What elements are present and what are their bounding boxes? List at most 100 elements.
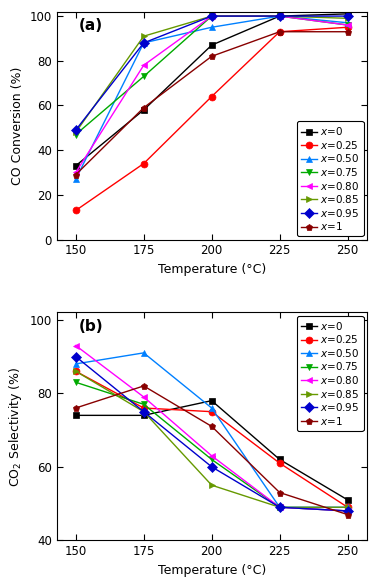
x=0.50 [209,24,214,31]
x=0.25 [141,404,146,411]
x=0 [141,106,146,113]
x=0 [141,412,146,419]
x=0.95 [209,13,214,20]
x=0.25 [345,504,350,511]
x=0.80 [209,13,214,20]
x=0.85 [73,129,78,136]
x=0.80 [73,169,78,176]
x=0.25 [73,368,78,375]
x=0.75 [277,504,282,511]
x=0.75 [141,401,146,408]
Line: x=0: x=0 [72,397,351,503]
x=0.80 [141,393,146,400]
Legend: $x$=0, $x$=0.25, $x$=0.50, $x$=0.75, $x$=0.80, $x$=0.85, $x$=0.95, $x$=1: $x$=0, $x$=0.25, $x$=0.50, $x$=0.75, $x$… [297,315,364,431]
x=0.85 [73,368,78,375]
x=0.85 [209,13,214,20]
Line: x=1: x=1 [72,382,351,518]
x=0.25 [141,160,146,167]
x=0.25 [73,207,78,214]
Line: x=0.85: x=0.85 [72,13,351,136]
x=0.50 [141,349,146,356]
x=0 [277,13,282,20]
x=0.80 [277,504,282,511]
x=0.50 [277,504,282,511]
x=1 [277,489,282,496]
x=0.50 [277,13,282,20]
x=0 [73,412,78,419]
x=0.85 [345,504,350,511]
x=0.80 [345,21,350,28]
x=0.75 [141,73,146,80]
Line: x=0.50: x=0.50 [72,13,351,182]
x=0.95 [345,13,350,20]
x=0.95 [73,127,78,134]
x=0 [209,397,214,404]
Y-axis label: CO Conversion (%): CO Conversion (%) [11,66,24,185]
x=0.75 [345,21,350,28]
Line: x=0.75: x=0.75 [72,379,351,514]
x=0.25 [209,93,214,100]
x=0.75 [209,13,214,20]
x=0.25 [277,28,282,35]
x=0.85 [141,33,146,40]
x=0.95 [345,507,350,514]
Line: x=0.95: x=0.95 [72,13,351,134]
Text: (a): (a) [78,19,102,34]
x=0.50 [345,19,350,26]
x=0.25 [345,24,350,31]
Line: x=0: x=0 [72,10,351,169]
x=0.75 [209,456,214,463]
x=0.95 [73,353,78,360]
x=1 [345,511,350,518]
x=0 [209,42,214,49]
x=0.80 [141,62,146,69]
Text: (b): (b) [78,320,103,334]
x=0.95 [141,40,146,46]
x=0.80 [345,507,350,514]
x=0.50 [209,404,214,411]
Line: x=0.25: x=0.25 [72,24,351,214]
x=0.25 [277,460,282,467]
x=0.95 [277,504,282,511]
x=0.50 [141,40,146,46]
x=0.80 [277,13,282,20]
x=0.85 [277,13,282,20]
x=0 [345,10,350,17]
x=0 [277,456,282,463]
Line: x=0.95: x=0.95 [72,353,351,514]
x=1 [141,104,146,111]
x=0.80 [73,342,78,349]
x=0.25 [209,408,214,415]
x=0.85 [209,482,214,489]
x=1 [209,423,214,430]
Line: x=0.80: x=0.80 [72,13,351,176]
x=0.80 [209,452,214,459]
Line: x=0.85: x=0.85 [72,368,351,511]
x=0 [345,496,350,503]
x=0.85 [345,15,350,22]
x=0.50 [73,175,78,182]
x=0.75 [345,507,350,514]
x=0.75 [73,131,78,138]
Line: x=1: x=1 [72,28,351,178]
x=1 [277,28,282,35]
x=1 [345,28,350,35]
x=0.75 [277,13,282,20]
x=0.95 [277,13,282,20]
x=1 [209,53,214,60]
x=0.85 [141,408,146,415]
Line: x=0.75: x=0.75 [72,13,351,138]
Y-axis label: CO$_2$ Selectivity (%): CO$_2$ Selectivity (%) [7,366,24,486]
Line: x=0.80: x=0.80 [72,342,351,514]
x=0.50 [345,504,350,511]
Line: x=0.50: x=0.50 [72,349,351,511]
x=0.75 [73,379,78,386]
Legend: $x$=0, $x$=0.25, $x$=0.50, $x$=0.75, $x$=0.80, $x$=0.85, $x$=0.95, $x$=1: $x$=0, $x$=0.25, $x$=0.50, $x$=0.75, $x$… [297,121,364,236]
x=0.95 [209,463,214,470]
x=1 [73,404,78,411]
X-axis label: Temperature (°C): Temperature (°C) [158,564,266,577]
x=0 [73,162,78,169]
x=1 [73,171,78,178]
x=0.95 [141,408,146,415]
x=1 [141,382,146,389]
